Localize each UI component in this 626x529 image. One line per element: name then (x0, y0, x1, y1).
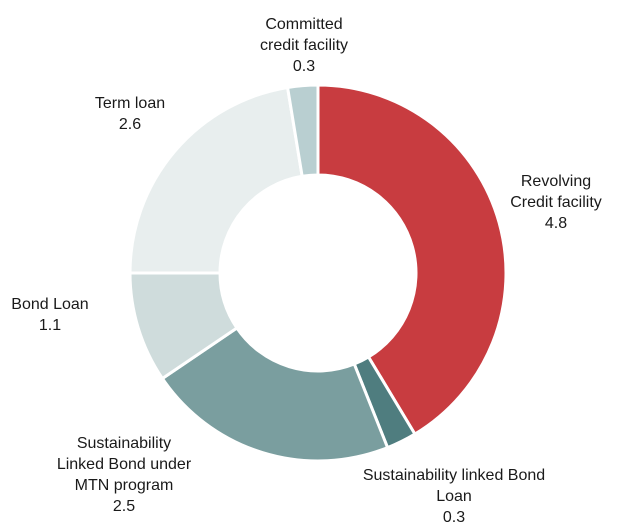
slice-label-line-1-0: Sustainability linked Bond (363, 467, 545, 484)
donut-slice-0 (316, 83, 508, 436)
slice-label-line-3-0: Bond Loan (11, 296, 88, 313)
slice-value-5: 0.3 (293, 58, 315, 75)
donut-slices (128, 83, 508, 463)
donut-slice-5 (286, 83, 320, 178)
slice-label-1: Sustainability linked Bond Loan 0.3 (363, 467, 545, 526)
slice-label-4: Term loan 2.6 (95, 95, 165, 133)
slice-labels: Revolving Credit facility 4.8 Sustainabilit… (11, 16, 601, 526)
slice-label-line-5-1: credit facility (260, 37, 348, 54)
slice-label-line-4-0: Term loan (95, 95, 165, 112)
slice-label-2: Sustainability Linked Bond under MTN progr… (57, 435, 192, 515)
slice-label-line-5-0: Committed (265, 16, 342, 33)
donut-slice-2 (160, 326, 390, 463)
slice-label-5: Committed credit facility 0.3 (260, 16, 348, 75)
slice-label-line-1-1: Loan (436, 488, 472, 505)
slice-label-line-2-2: MTN program (75, 477, 174, 494)
slice-label-line-0-0: Revolving (521, 173, 591, 190)
slice-value-2: 2.5 (113, 498, 135, 515)
slice-value-4: 2.6 (119, 116, 141, 133)
slice-value-0: 4.8 (545, 215, 567, 232)
slice-label-line-0-1: Credit facility (510, 194, 602, 211)
slice-label-line-2-0: Sustainability (77, 435, 171, 452)
slice-value-1: 0.3 (443, 509, 465, 526)
slice-label-0: Revolving Credit facility 4.8 (510, 173, 602, 232)
slice-label-line-2-1: Linked Bond under (57, 456, 192, 473)
slice-label-3: Bond Loan 1.1 (11, 296, 88, 334)
donut-slice-4 (128, 85, 304, 275)
slice-value-3: 1.1 (39, 317, 61, 334)
